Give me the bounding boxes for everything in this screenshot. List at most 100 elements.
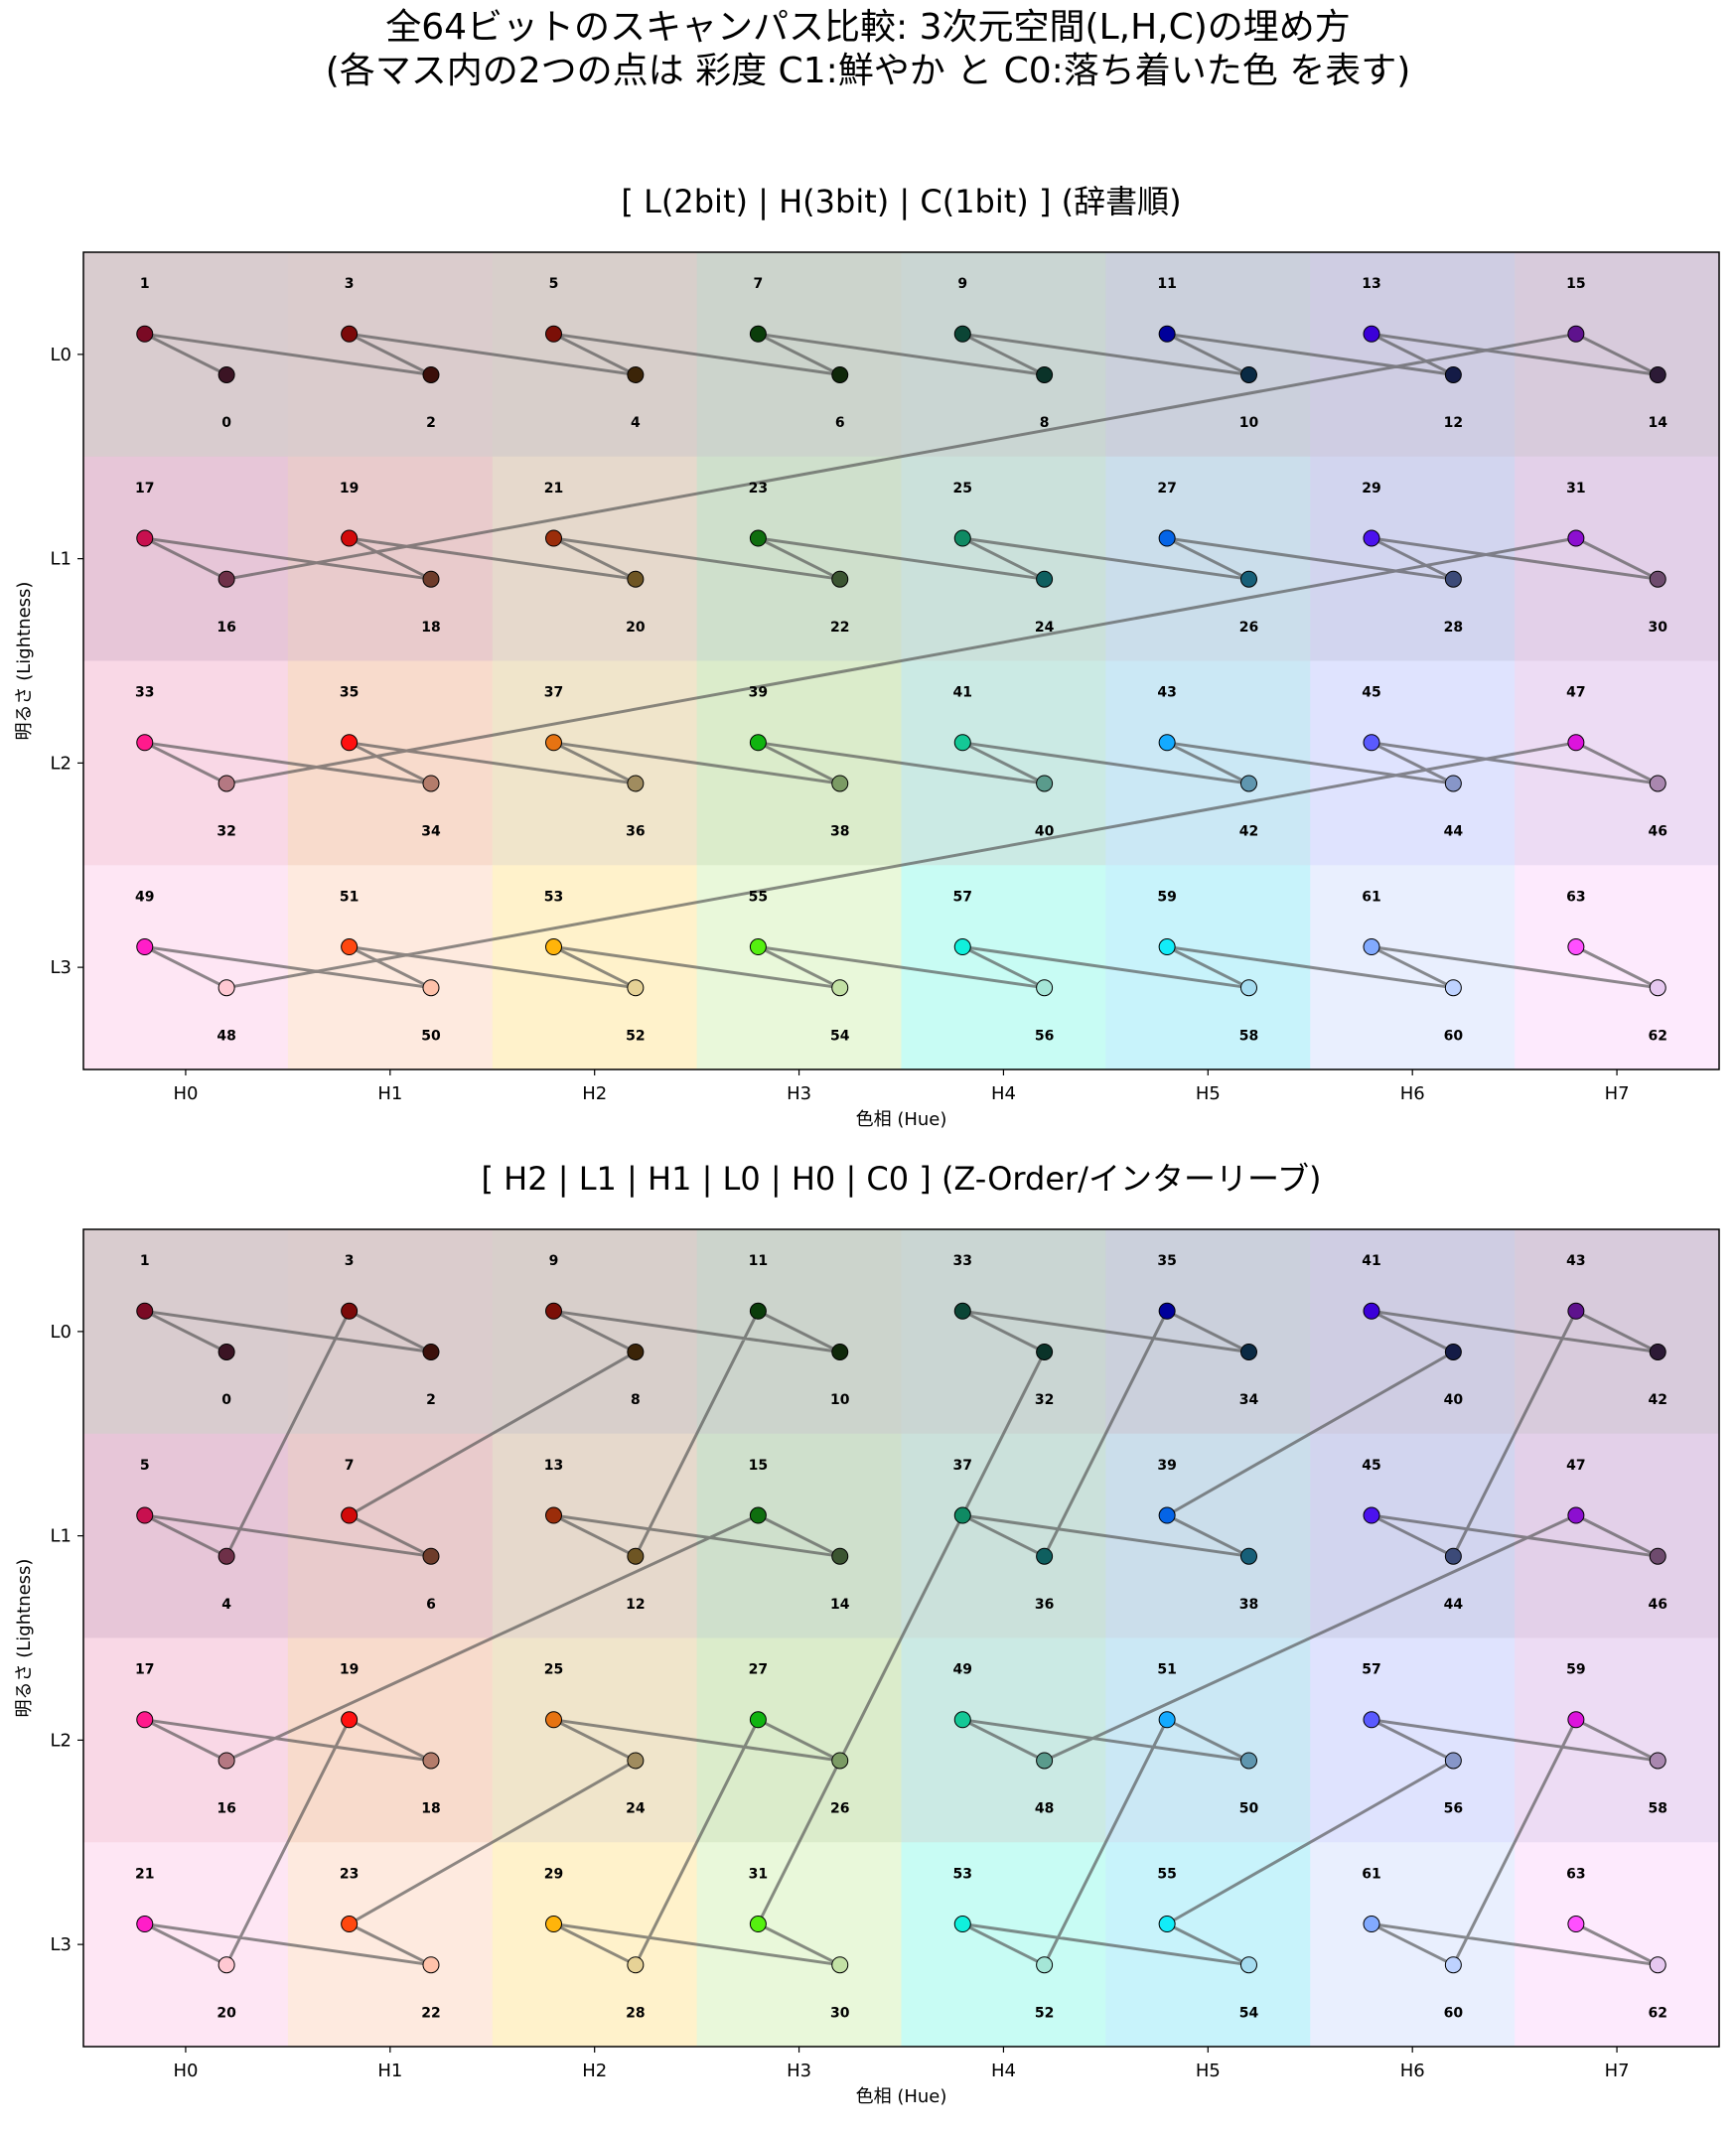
point-label-11: 11 <box>1157 276 1176 292</box>
point-44 <box>1444 1547 1462 1565</box>
point-53 <box>953 1916 971 1933</box>
point-label-63: 63 <box>1566 889 1585 905</box>
point-11 <box>749 1302 767 1320</box>
point-label-58: 58 <box>1648 1801 1666 1817</box>
point-10 <box>1239 365 1257 383</box>
point-13 <box>1363 325 1380 343</box>
point-label-7: 7 <box>754 276 764 292</box>
panel-1: 0123456789101112131415161718192021222324… <box>14 183 1720 1130</box>
x-tick-label: H7 <box>1605 2061 1630 2081</box>
point-label-10: 10 <box>1239 415 1259 431</box>
point-41 <box>1363 1302 1380 1320</box>
point-19 <box>341 529 359 547</box>
point-15 <box>749 1506 767 1524</box>
point-label-8: 8 <box>631 1392 641 1408</box>
point-44 <box>1444 775 1462 792</box>
point-label-10: 10 <box>830 1392 850 1408</box>
point-label-37: 37 <box>953 1458 972 1474</box>
point-label-40: 40 <box>1035 824 1055 840</box>
point-label-5: 5 <box>549 276 559 292</box>
panel-title: [ L(2bit) | H(3bit) | C(1bit) ] (辞書順) <box>621 183 1181 220</box>
point-56 <box>1036 979 1054 997</box>
point-34 <box>422 775 440 792</box>
point-label-16: 16 <box>217 1801 235 1817</box>
point-26 <box>1239 570 1257 588</box>
point-8 <box>627 1343 645 1360</box>
point-7 <box>341 1506 359 1524</box>
point-56 <box>1444 1752 1462 1770</box>
point-18 <box>422 570 440 588</box>
point-62 <box>1649 979 1666 997</box>
point-label-17: 17 <box>135 481 154 497</box>
point-label-0: 0 <box>221 1392 231 1408</box>
point-label-12: 12 <box>1444 415 1463 431</box>
point-24 <box>627 1752 645 1770</box>
scan-path-line <box>143 1309 1660 1967</box>
point-49 <box>136 938 154 956</box>
point-35 <box>341 734 359 752</box>
point-label-38: 38 <box>830 824 849 840</box>
point-label-22: 22 <box>421 2005 440 2021</box>
x-tick-label: H2 <box>582 2061 607 2081</box>
point-35 <box>1158 1302 1176 1320</box>
point-label-33: 33 <box>135 685 154 701</box>
point-label-51: 51 <box>340 889 359 905</box>
point-39 <box>1158 1506 1176 1524</box>
point-60 <box>1444 979 1462 997</box>
point-61 <box>1363 938 1380 956</box>
point-label-56: 56 <box>1444 1801 1463 1817</box>
point-38 <box>1239 1547 1257 1565</box>
point-33 <box>953 1302 971 1320</box>
point-label-62: 62 <box>1648 2005 1666 2021</box>
point-label-19: 19 <box>340 481 359 497</box>
point-2 <box>422 1343 440 1360</box>
point-label-58: 58 <box>1239 1028 1258 1044</box>
point-label-59: 59 <box>1157 889 1176 905</box>
point-label-49: 49 <box>135 889 154 905</box>
point-4 <box>627 365 645 383</box>
point-6 <box>831 365 849 383</box>
figure-title-line2: (各マス内の2つの点は 彩度 C1:鮮やか と C0:落ち着いた色 を表す) <box>325 51 1411 91</box>
point-5 <box>136 1506 154 1524</box>
y-tick-label: L2 <box>51 753 72 774</box>
point-46 <box>1649 775 1666 792</box>
point-22 <box>422 1956 440 1974</box>
point-label-20: 20 <box>626 620 646 636</box>
point-label-12: 12 <box>626 1597 645 1613</box>
point-29 <box>1363 529 1380 547</box>
point-label-44: 44 <box>1444 1597 1464 1613</box>
point-label-15: 15 <box>749 1458 768 1474</box>
point-label-52: 52 <box>626 1028 645 1044</box>
point-34 <box>1239 1343 1257 1360</box>
y-tick-label: L2 <box>51 1730 72 1751</box>
point-label-6: 6 <box>835 415 845 431</box>
point-label-30: 30 <box>1648 620 1667 636</box>
panel-title: [ H2 | L1 | H1 | L0 | H0 | C0 ] (Z-Order… <box>481 1160 1321 1198</box>
point-label-54: 54 <box>1239 2005 1259 2021</box>
point-label-1: 1 <box>140 276 150 292</box>
point-label-26: 26 <box>830 1801 849 1817</box>
panel-2: 0123456789101112131415161718192021222324… <box>14 1160 1720 2107</box>
point-59 <box>1158 938 1176 956</box>
point-label-63: 63 <box>1566 1866 1585 1882</box>
point-label-49: 49 <box>953 1662 972 1678</box>
point-label-61: 61 <box>1362 889 1380 905</box>
point-33 <box>136 734 154 752</box>
point-40 <box>1444 1343 1462 1360</box>
point-37 <box>953 1506 971 1524</box>
x-axis-label: 色相 (Hue) <box>856 1109 947 1130</box>
point-21 <box>136 1916 154 1933</box>
point-label-52: 52 <box>1035 2005 1054 2021</box>
axes-frame <box>82 251 1720 1070</box>
point-label-30: 30 <box>830 2005 850 2021</box>
point-label-16: 16 <box>217 620 235 636</box>
point-46 <box>1649 1547 1666 1565</box>
point-9 <box>953 325 971 343</box>
point-label-13: 13 <box>544 1458 563 1474</box>
point-label-25: 25 <box>544 1662 563 1678</box>
x-tick-label: H3 <box>787 2061 811 2081</box>
point-label-25: 25 <box>953 481 972 497</box>
y-tick-label: L0 <box>51 1322 72 1343</box>
point-label-40: 40 <box>1444 1392 1464 1408</box>
